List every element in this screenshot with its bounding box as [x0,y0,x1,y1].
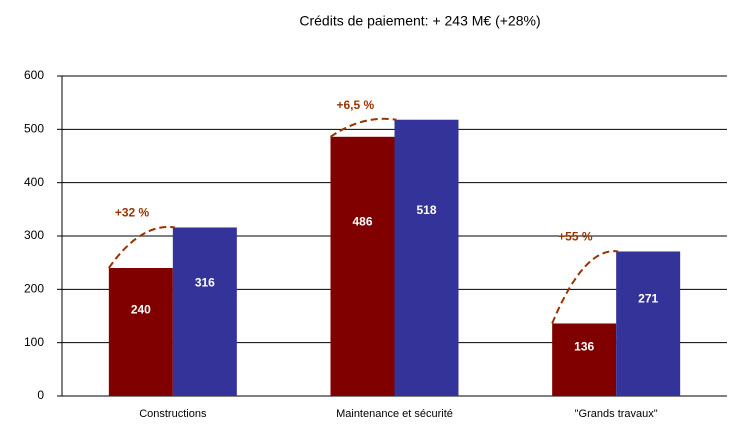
data-label: 518 [416,203,436,217]
annotation: +6,5 % [337,98,375,112]
y-tick-label: 0 [37,388,44,402]
bar [330,136,395,397]
bar [394,119,459,396]
y-tick-label: 100 [24,335,44,349]
data-label: 240 [131,302,151,316]
bar [552,323,617,396]
bar [172,227,237,396]
annotation-line [329,117,397,138]
x-tick-label: Constructions [139,408,207,420]
data-label: 136 [574,340,594,354]
annotation: +55 % [558,230,593,244]
x-tick-label: "Grands travaux" [575,408,658,420]
y-tick-label: 300 [24,228,44,242]
y-tick-label: 600 [24,68,44,82]
bar [108,268,173,396]
y-tick-label: 400 [24,175,44,189]
data-label: 271 [638,291,658,305]
chart-title: Crédits de paiement: + 243 M€ (+28%) [299,13,540,29]
annotation-line [108,225,175,269]
bar [616,251,681,396]
annotation: +32 % [115,206,150,220]
x-tick-label: Maintenance et sécurité [336,408,453,420]
y-tick-label: 500 [24,122,44,136]
y-tick-label: 200 [24,282,44,296]
data-label: 316 [195,275,215,289]
data-label: 486 [352,215,372,229]
annotation-line [551,250,619,324]
